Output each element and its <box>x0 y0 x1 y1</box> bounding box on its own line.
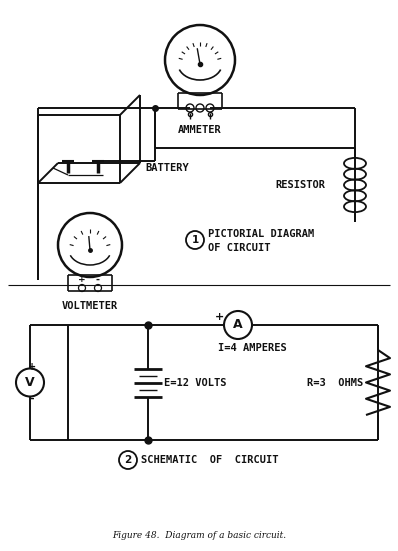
Text: -: - <box>96 275 100 285</box>
Text: E=12 VOLTS: E=12 VOLTS <box>164 377 226 387</box>
Circle shape <box>16 369 44 397</box>
Text: PICTORIAL DIAGRAM: PICTORIAL DIAGRAM <box>208 229 314 239</box>
Text: OF CIRCUIT: OF CIRCUIT <box>208 243 271 253</box>
Text: +: + <box>28 361 36 371</box>
Text: 2: 2 <box>124 455 132 465</box>
Text: A: A <box>233 318 243 332</box>
Text: RESISTOR: RESISTOR <box>275 180 325 190</box>
Text: +: + <box>78 276 86 284</box>
Text: +: + <box>215 312 224 322</box>
Text: 1: 1 <box>191 235 199 245</box>
Text: V: V <box>25 376 35 389</box>
Text: VOLTMETER: VOLTMETER <box>62 301 118 311</box>
Text: BATTERY: BATTERY <box>145 163 189 173</box>
Text: R=3  OHMS: R=3 OHMS <box>307 377 363 387</box>
Text: AMMETER: AMMETER <box>178 125 222 135</box>
Text: SCHEMATIC  OF  CIRCUIT: SCHEMATIC OF CIRCUIT <box>141 455 279 465</box>
Text: Figure 48.  Diagram of a basic circuit.: Figure 48. Diagram of a basic circuit. <box>112 531 286 539</box>
Text: -: - <box>30 393 34 403</box>
Circle shape <box>224 311 252 339</box>
Text: I=4 AMPERES: I=4 AMPERES <box>218 343 287 353</box>
